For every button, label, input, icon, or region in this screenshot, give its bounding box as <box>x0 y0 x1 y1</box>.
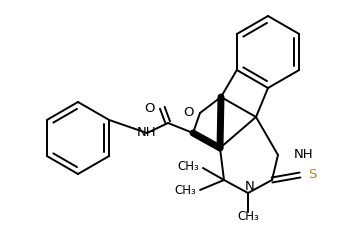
Text: N: N <box>245 180 255 193</box>
Text: CH₃: CH₃ <box>237 210 259 222</box>
Text: CH₃: CH₃ <box>174 184 196 197</box>
Text: CH₃: CH₃ <box>177 160 199 173</box>
Text: S: S <box>308 169 316 182</box>
Text: NH: NH <box>137 125 157 138</box>
Text: O: O <box>184 106 194 119</box>
Text: O: O <box>144 102 155 114</box>
Text: NH: NH <box>294 148 314 160</box>
